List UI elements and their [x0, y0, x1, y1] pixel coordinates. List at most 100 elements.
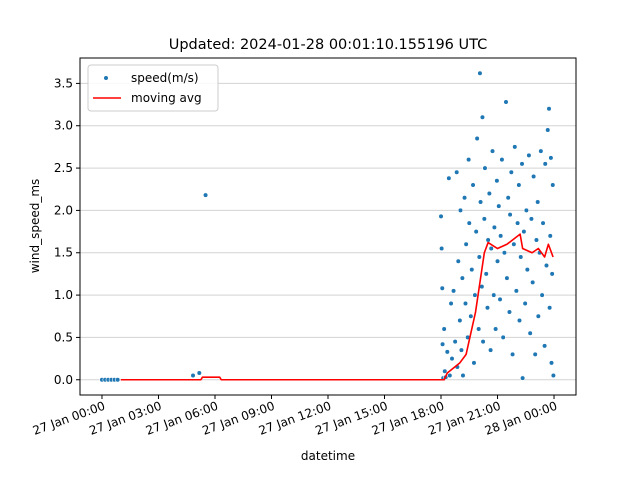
- scatter-point: [449, 355, 455, 362]
- scatter-point: [477, 70, 483, 76]
- scatter-point: [549, 271, 555, 277]
- scatter-point: [516, 182, 522, 188]
- scatter-point: [476, 254, 482, 260]
- scatter-point: [512, 144, 518, 150]
- scatter-point: [447, 372, 453, 379]
- scatter-point: [535, 199, 541, 205]
- scatter-point: [533, 237, 540, 243]
- scatter-point: [493, 326, 499, 332]
- y-tick-label: 0.5: [54, 330, 73, 344]
- y-tick-label: 3.0: [54, 119, 73, 133]
- scatter-point: [532, 351, 538, 357]
- scatter-point: [448, 300, 454, 307]
- scatter-point: [473, 228, 479, 235]
- scatter-point: [522, 300, 528, 307]
- scatter-point: [500, 334, 506, 341]
- scatter-point: [115, 377, 121, 383]
- chart-title: Updated: 2024-01-28 00:01:10.155196 UTC: [169, 37, 488, 53]
- plot-area: [99, 70, 556, 383]
- scatter-point: [543, 262, 550, 269]
- scatter-point: [485, 237, 491, 243]
- scatter-point: [550, 372, 556, 379]
- legend-marker: [103, 75, 109, 81]
- scatter-point: [454, 169, 460, 175]
- y-tick-label: 1.0: [54, 288, 73, 302]
- scatter-point: [516, 317, 523, 324]
- y-tick-label: 3.5: [54, 76, 73, 90]
- scatter-point: [508, 169, 514, 175]
- scatter-point: [547, 305, 553, 311]
- scatter-point: [499, 157, 505, 163]
- scatter-point: [479, 114, 486, 120]
- legend-box: [87, 64, 219, 112]
- scatter-point: [466, 220, 472, 226]
- scatter-point: [498, 233, 504, 239]
- scatter-point: [509, 351, 516, 357]
- scatter-point: [439, 245, 445, 252]
- y-axis-label: wind_speed_ms: [28, 179, 42, 274]
- y-tick-label: 2.0: [54, 203, 73, 217]
- scatter-point: [539, 292, 545, 298]
- scatter-point: [468, 313, 474, 319]
- scatter-point: [547, 233, 553, 239]
- scatter-point: [190, 372, 196, 379]
- scatter-point: [531, 173, 537, 180]
- scatter-point: [503, 99, 509, 105]
- scatter-point: [526, 152, 532, 158]
- scatter-point: [506, 309, 513, 315]
- scatter-point: [515, 220, 521, 226]
- scatter-point: [480, 339, 486, 345]
- scatter-point: [548, 360, 555, 366]
- scatter-point: [450, 288, 457, 294]
- scatter-point: [483, 271, 489, 277]
- scatter-point: [439, 285, 445, 291]
- y-tick-label: 1.5: [54, 246, 73, 260]
- scatter-point: [511, 241, 517, 247]
- scatter-point: [452, 339, 458, 345]
- scatter-point: [519, 161, 525, 167]
- scatter-point: [518, 254, 524, 260]
- scatter-point: [459, 275, 465, 281]
- scatter-point: [472, 292, 478, 298]
- scatter-point: [505, 195, 511, 201]
- scatter-point: [481, 216, 487, 222]
- scatter-point: [457, 317, 463, 324]
- scatter-point: [460, 372, 466, 379]
- scatter-point: [442, 368, 448, 374]
- scatter-point: [463, 241, 469, 247]
- scatter-point: [507, 212, 513, 218]
- scatter-point: [489, 148, 496, 154]
- x-axis-label: datetime: [301, 449, 355, 463]
- scatter-point: [530, 279, 536, 285]
- scatter-point: [455, 258, 461, 264]
- scatter-point: [548, 155, 554, 161]
- scatter-point: [542, 161, 548, 167]
- scatter-point: [496, 203, 502, 209]
- scatter-point: [461, 195, 468, 201]
- y-tick-label: 0.0: [54, 373, 73, 387]
- scatter-point: [501, 250, 508, 256]
- scatter-point: [497, 296, 503, 302]
- scatter-point: [469, 267, 475, 273]
- scatter-point: [441, 326, 447, 332]
- scatter-point: [438, 213, 444, 219]
- scatter-point: [439, 341, 446, 347]
- scatter-point: [202, 192, 209, 198]
- scatter-point: [476, 326, 482, 332]
- scatter-point: [471, 360, 477, 366]
- scatter-point: [542, 343, 548, 349]
- scatter-point: [482, 165, 488, 171]
- scatter-point: [545, 127, 551, 133]
- scatter-point: [477, 199, 484, 205]
- scatter-point: [521, 228, 527, 235]
- scatter-point: [488, 245, 494, 252]
- scatter-point: [494, 258, 501, 264]
- scatter-point: [540, 220, 546, 226]
- scatter-point: [524, 267, 530, 273]
- scatter-point: [486, 190, 492, 197]
- scatter-point: [494, 178, 500, 184]
- scatter-point: [458, 347, 465, 353]
- legend-label: moving avg: [131, 91, 202, 105]
- scatter-point: [484, 305, 491, 311]
